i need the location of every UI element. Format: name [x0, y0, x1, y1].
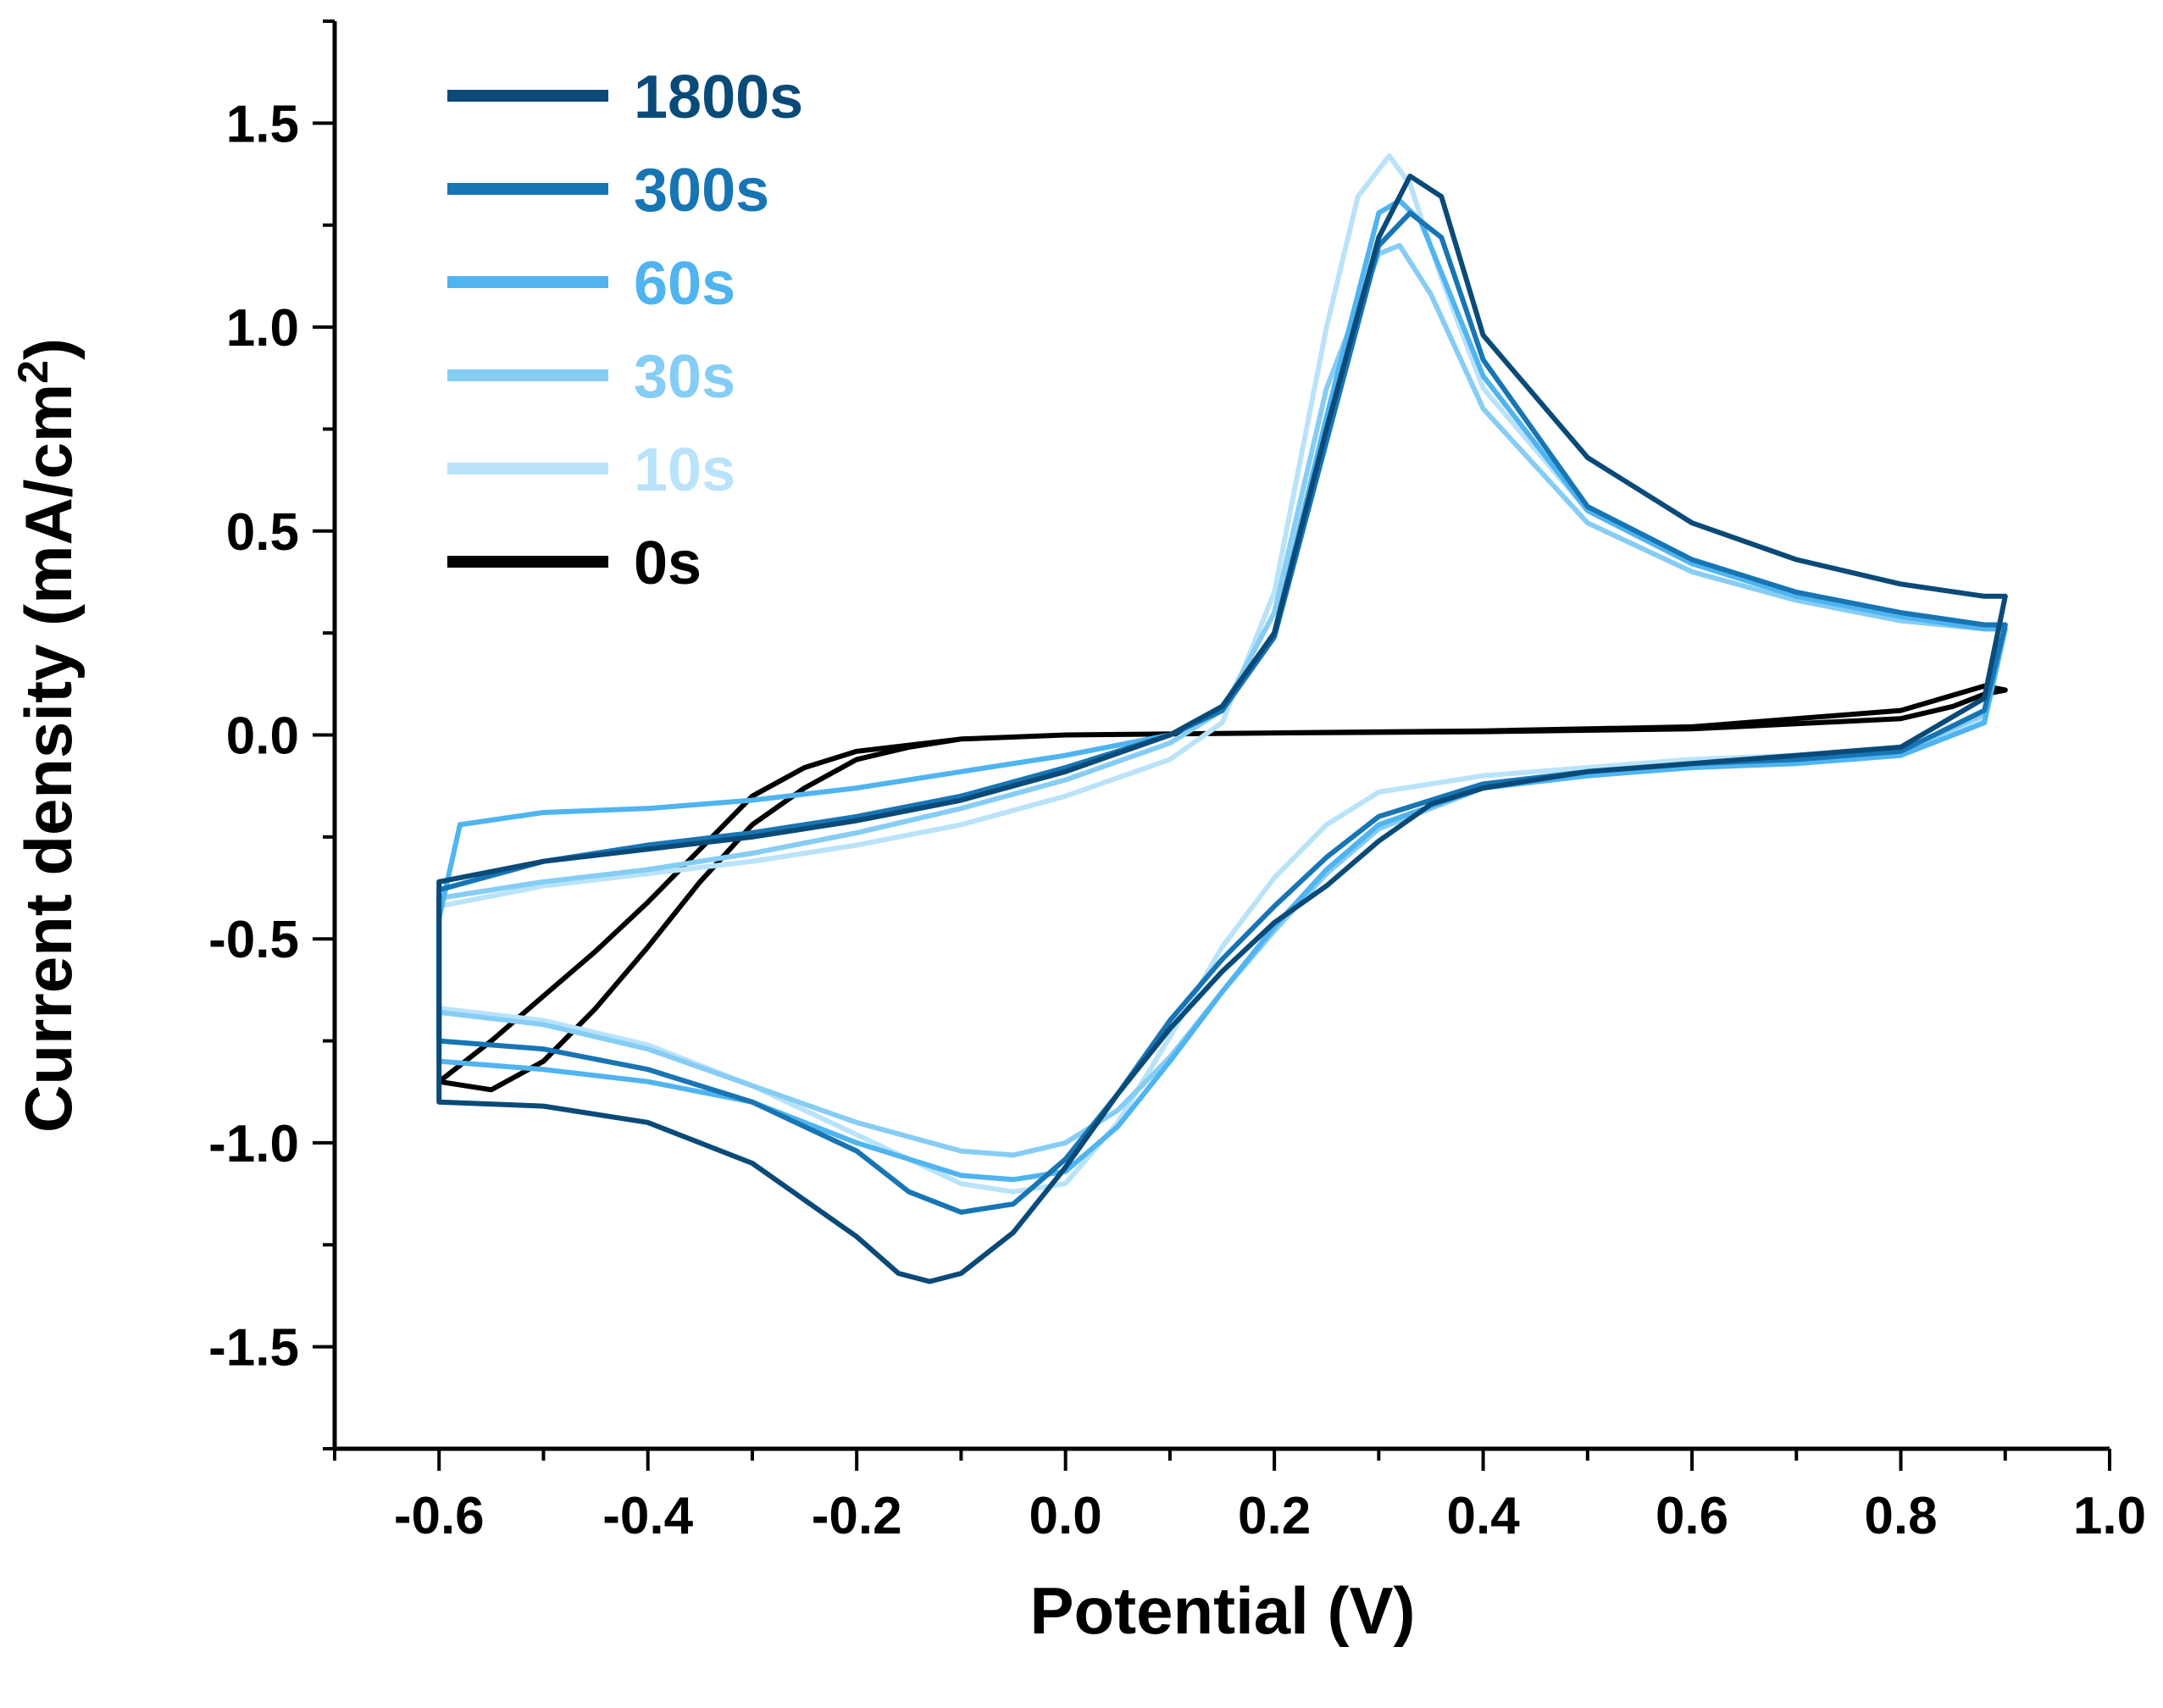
legend-item-1800s: 1800s	[447, 64, 803, 131]
x-tick-label: 1.0	[2073, 1487, 2146, 1545]
legend-item-60s: 60s	[447, 250, 735, 318]
ticks-layer	[313, 19, 2111, 1471]
y-tick-label: -0.5	[208, 911, 299, 969]
series-layer	[436, 152, 2008, 1284]
legend-label: 1800s	[634, 64, 803, 131]
legend: 1800s 300s 60s 30s 10s 0s	[447, 64, 803, 597]
x-tick-label: 0.6	[1656, 1487, 1728, 1545]
y-tick-label: 0.5	[226, 503, 299, 562]
tick-labels-layer: -0.6 -0.4 -0.2 0.0 0.2 0.4 0.6 0.8 1.0 -1.5 -1.0 -0…	[208, 95, 2146, 1545]
x-tick-label: 0.4	[1446, 1487, 1520, 1545]
y-axis-title-close: )	[11, 338, 86, 360]
y-axis-title: Current density (mA/cm2)	[9, 338, 86, 1133]
legend-label: 0s	[634, 530, 702, 597]
legend-item-10s: 10s	[447, 436, 735, 504]
x-tick-label: -0.2	[812, 1487, 902, 1545]
x-tick-label: -0.6	[394, 1487, 485, 1545]
y-tick-label: 0.0	[226, 707, 299, 766]
legend-item-30s: 30s	[447, 343, 735, 411]
y-tick-label: 1.5	[226, 95, 299, 153]
y-tick-label: -1.0	[208, 1115, 299, 1173]
y-tick-label: 1.0	[226, 299, 299, 358]
y-axis-title-main: Current density (mA/cm	[11, 384, 86, 1133]
x-tick-label: 0.8	[1864, 1487, 1937, 1545]
legend-item-0s: 0s	[447, 530, 702, 597]
series-line-0s	[436, 683, 2008, 1093]
legend-label: 300s	[634, 157, 769, 225]
legend-label: 10s	[634, 436, 735, 504]
y-tick-label: -1.5	[208, 1319, 299, 1378]
x-tick-label: -0.4	[602, 1487, 693, 1545]
x-tick-label: 0.2	[1238, 1487, 1311, 1545]
legend-label: 60s	[634, 250, 735, 318]
legend-label: 30s	[634, 343, 735, 411]
x-tick-label: 0.0	[1029, 1487, 1102, 1545]
series-line-1800s	[436, 173, 2008, 1284]
x-axis-title: Potential (V)	[1029, 1573, 1415, 1648]
y-axis-title-sup: 2	[9, 360, 57, 384]
legend-item-300s: 300s	[447, 157, 769, 225]
